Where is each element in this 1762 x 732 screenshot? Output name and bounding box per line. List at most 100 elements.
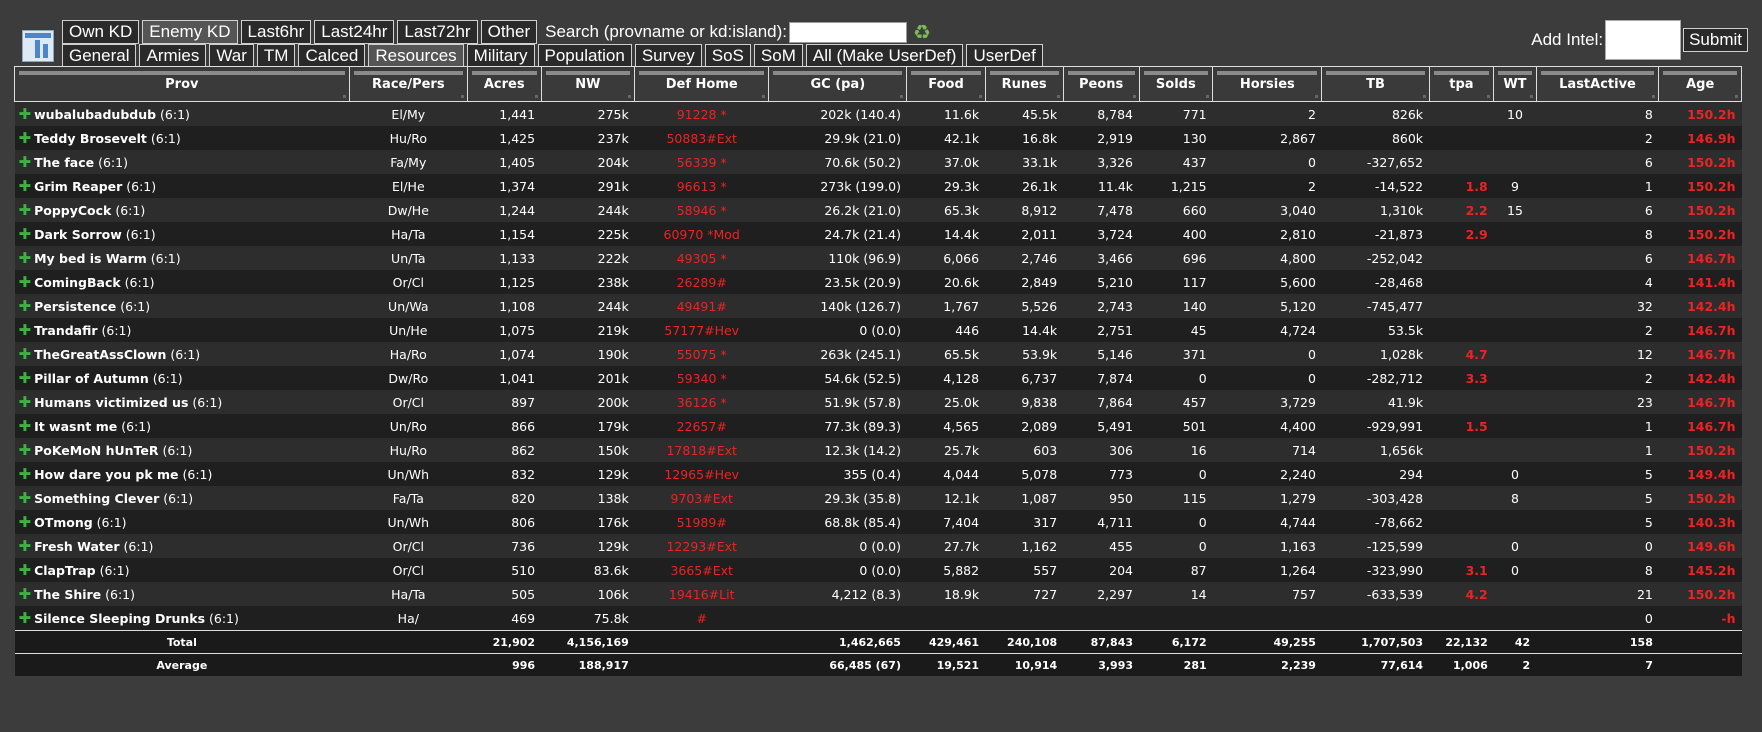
table-row[interactable]: ✚ Trandafir (6:1) Un/He 1,075 219k 57177#Hev 0…	[14, 318, 1742, 342]
plus-icon[interactable]: ✚	[18, 561, 32, 579]
province-name[interactable]: How dare you pk me	[34, 467, 179, 482]
refresh-icon[interactable]: ♻	[913, 20, 931, 44]
province-name[interactable]: ClapTrap	[34, 563, 96, 578]
table-row[interactable]: ✚ TheGreatAssClown (6:1) Ha/Ro 1,074 190k 550…	[14, 342, 1742, 366]
column-header-runes[interactable]: Runes	[984, 66, 1064, 102]
tab-sos[interactable]: SoS	[704, 44, 751, 68]
add-intel-textarea[interactable]	[1605, 20, 1682, 60]
column-header-race-pers[interactable]: Race/Pers	[348, 66, 468, 102]
tab-survey[interactable]: Survey	[634, 44, 702, 68]
table-row[interactable]: ✚ Persistence (6:1) Un/Wa 1,108 244k 49491# 14…	[14, 294, 1742, 318]
province-name[interactable]: My bed is Warm	[34, 251, 147, 266]
table-row[interactable]: ✚ It wasnt me (6:1) Un/Ro 866 179k 22657# 77.3…	[14, 414, 1742, 438]
province-name[interactable]: Trandafir	[34, 323, 98, 338]
column-header-peons[interactable]: Peons	[1062, 66, 1140, 102]
plus-icon[interactable]: ✚	[18, 513, 32, 531]
table-row[interactable]: ✚ OTmong (6:1) Un/Wh 806 176k 51989# 68.8k (85…	[14, 510, 1742, 534]
tab-resources[interactable]: Resources	[368, 44, 464, 68]
table-row[interactable]: ✚ PoppyCock (6:1) Dw/He 1,244 244k 58946 * 26.…	[14, 198, 1742, 222]
province-name[interactable]: Grim Reaper	[34, 179, 123, 194]
table-row[interactable]: ✚ ClapTrap (6:1) Or/Cl 510 83.6k 3665#Ext 0 (0…	[14, 558, 1742, 582]
plus-icon[interactable]: ✚	[18, 153, 32, 171]
table-row[interactable]: ✚ Silence Sleeping Drunks (6:1) Ha/469 75.8…	[14, 606, 1742, 631]
province-name[interactable]: wubalubadubdub	[34, 107, 157, 122]
table-row[interactable]: ✚ Something Clever (6:1) Fa/Ta 820 138k 9703#…	[14, 486, 1742, 510]
tab-som[interactable]: SoM	[753, 44, 803, 68]
column-header-gc-pa[interactable]: GC (pa)	[768, 66, 908, 102]
column-header-age[interactable]: Age	[1658, 66, 1742, 102]
province-name[interactable]: PoppyCock	[34, 203, 112, 218]
plus-icon[interactable]: ✚	[18, 249, 32, 267]
tab-last72hr[interactable]: Last72hr	[397, 20, 478, 44]
table-row[interactable]: ✚ The face (6:1) Fa/My 1,405 204k 56339 * 70.6…	[14, 150, 1742, 174]
table-row[interactable]: ✚ Teddy Brosevelt (6:1) Hu/Ro 1,425 237k 5088…	[14, 126, 1742, 150]
tab-enemy-kd[interactable]: Enemy KD	[142, 20, 238, 44]
table-row[interactable]: ✚ Dark Sorrow (6:1) Ha/Ta 1,154 225k 60970 *M…	[14, 222, 1742, 246]
plus-icon[interactable]: ✚	[18, 225, 32, 243]
plus-icon[interactable]: ✚	[18, 201, 32, 219]
tab-population[interactable]: Population	[537, 44, 632, 68]
plus-icon[interactable]: ✚	[18, 105, 32, 123]
tab-last24hr[interactable]: Last24hr	[314, 20, 395, 44]
table-row[interactable]: ✚ PoKeMoN hUnTeR (6:1) Hu/Ro 862 150k 17818#E…	[14, 438, 1742, 462]
column-header-tpa[interactable]: tpa	[1428, 66, 1495, 102]
province-name[interactable]: PoKeMoN hUnTeR	[34, 443, 159, 458]
tab-userdef[interactable]: UserDef	[966, 44, 1043, 68]
column-header-solds[interactable]: Solds	[1138, 66, 1214, 102]
tab-own-kd[interactable]: Own KD	[62, 20, 140, 44]
province-name[interactable]: Pillar of Autumn	[34, 371, 149, 386]
column-header-tb[interactable]: TB	[1321, 66, 1430, 102]
tab-tm[interactable]: TM	[256, 44, 296, 68]
plus-icon[interactable]: ✚	[18, 369, 32, 387]
province-name[interactable]: TheGreatAssClown	[34, 347, 167, 362]
table-row[interactable]: ✚ How dare you pk me (6:1) Un/Wh 832 129k 129…	[14, 462, 1742, 486]
plus-icon[interactable]: ✚	[18, 537, 32, 555]
column-header-acres[interactable]: Acres	[466, 66, 542, 102]
province-name[interactable]: Fresh Water	[34, 539, 120, 554]
tab-war[interactable]: War	[209, 44, 254, 68]
tab-calced[interactable]: Calced	[298, 44, 366, 68]
column-header-wt[interactable]: WT	[1493, 66, 1537, 102]
column-header-prov[interactable]: Prov	[14, 66, 350, 102]
plus-icon[interactable]: ✚	[18, 441, 32, 459]
province-name[interactable]: OTmong	[34, 515, 93, 530]
table-row[interactable]: ✚ Fresh Water (6:1) Or/Cl 736 129k 12293#Ext 0…	[14, 534, 1742, 558]
province-name[interactable]: The Shire	[34, 587, 102, 602]
table-row[interactable]: ✚ The Shire (6:1) Ha/Ta 505 106k 19416#Lit 4,2…	[14, 582, 1742, 606]
plus-icon[interactable]: ✚	[18, 393, 32, 411]
plus-icon[interactable]: ✚	[18, 177, 32, 195]
plus-icon[interactable]: ✚	[18, 273, 32, 291]
table-row[interactable]: ✚ Grim Reaper (6:1) El/He 1,374 291k 96613 * 2…	[14, 174, 1742, 198]
tab-last6hr[interactable]: Last6hr	[240, 20, 312, 44]
province-name[interactable]: It wasnt me	[34, 419, 118, 434]
submit-button[interactable]: Submit	[1683, 28, 1748, 52]
plus-icon[interactable]: ✚	[18, 489, 32, 507]
province-name[interactable]: Dark Sorrow	[34, 227, 122, 242]
table-row[interactable]: ✚ Pillar of Autumn (6:1) Dw/Ro 1,041 201k 593…	[14, 366, 1742, 390]
plus-icon[interactable]: ✚	[18, 585, 32, 603]
tab-other[interactable]: Other	[480, 20, 538, 44]
province-name[interactable]: Something Clever	[34, 491, 160, 506]
province-name[interactable]: Persistence	[34, 299, 117, 314]
tab-all-make-userdef[interactable]: All (Make UserDef)	[805, 44, 964, 68]
tab-armies[interactable]: Armies	[139, 44, 207, 68]
column-header-def-home[interactable]: Def Home	[634, 66, 770, 102]
province-name[interactable]: ComingBack	[34, 275, 121, 290]
plus-icon[interactable]: ✚	[18, 465, 32, 483]
column-header-horsies[interactable]: Horsies	[1212, 66, 1323, 102]
search-input[interactable]	[789, 21, 908, 43]
table-row[interactable]: ✚ ComingBack (6:1) Or/Cl 1,125 238k 26289# 23.…	[14, 270, 1742, 294]
plus-icon[interactable]: ✚	[18, 129, 32, 147]
plus-icon[interactable]: ✚	[18, 321, 32, 339]
tab-military[interactable]: Military	[466, 44, 535, 68]
table-row[interactable]: ✚ My bed is Warm (6:1) Un/Ta 1,133 222k 49305…	[14, 246, 1742, 270]
column-header-nw[interactable]: NW	[540, 66, 636, 102]
province-name[interactable]: The face	[34, 155, 95, 170]
spreadsheet-logo-icon[interactable]	[22, 30, 54, 62]
table-row[interactable]: ✚ Humans victimized us (6:1) Or/Cl 897 200k 3…	[14, 390, 1742, 414]
column-header-food[interactable]: Food	[906, 66, 986, 102]
province-name[interactable]: Teddy Brosevelt	[34, 131, 147, 146]
plus-icon[interactable]: ✚	[18, 417, 32, 435]
province-name[interactable]: Silence Sleeping Drunks	[34, 611, 206, 626]
tab-general[interactable]: General	[62, 44, 137, 68]
